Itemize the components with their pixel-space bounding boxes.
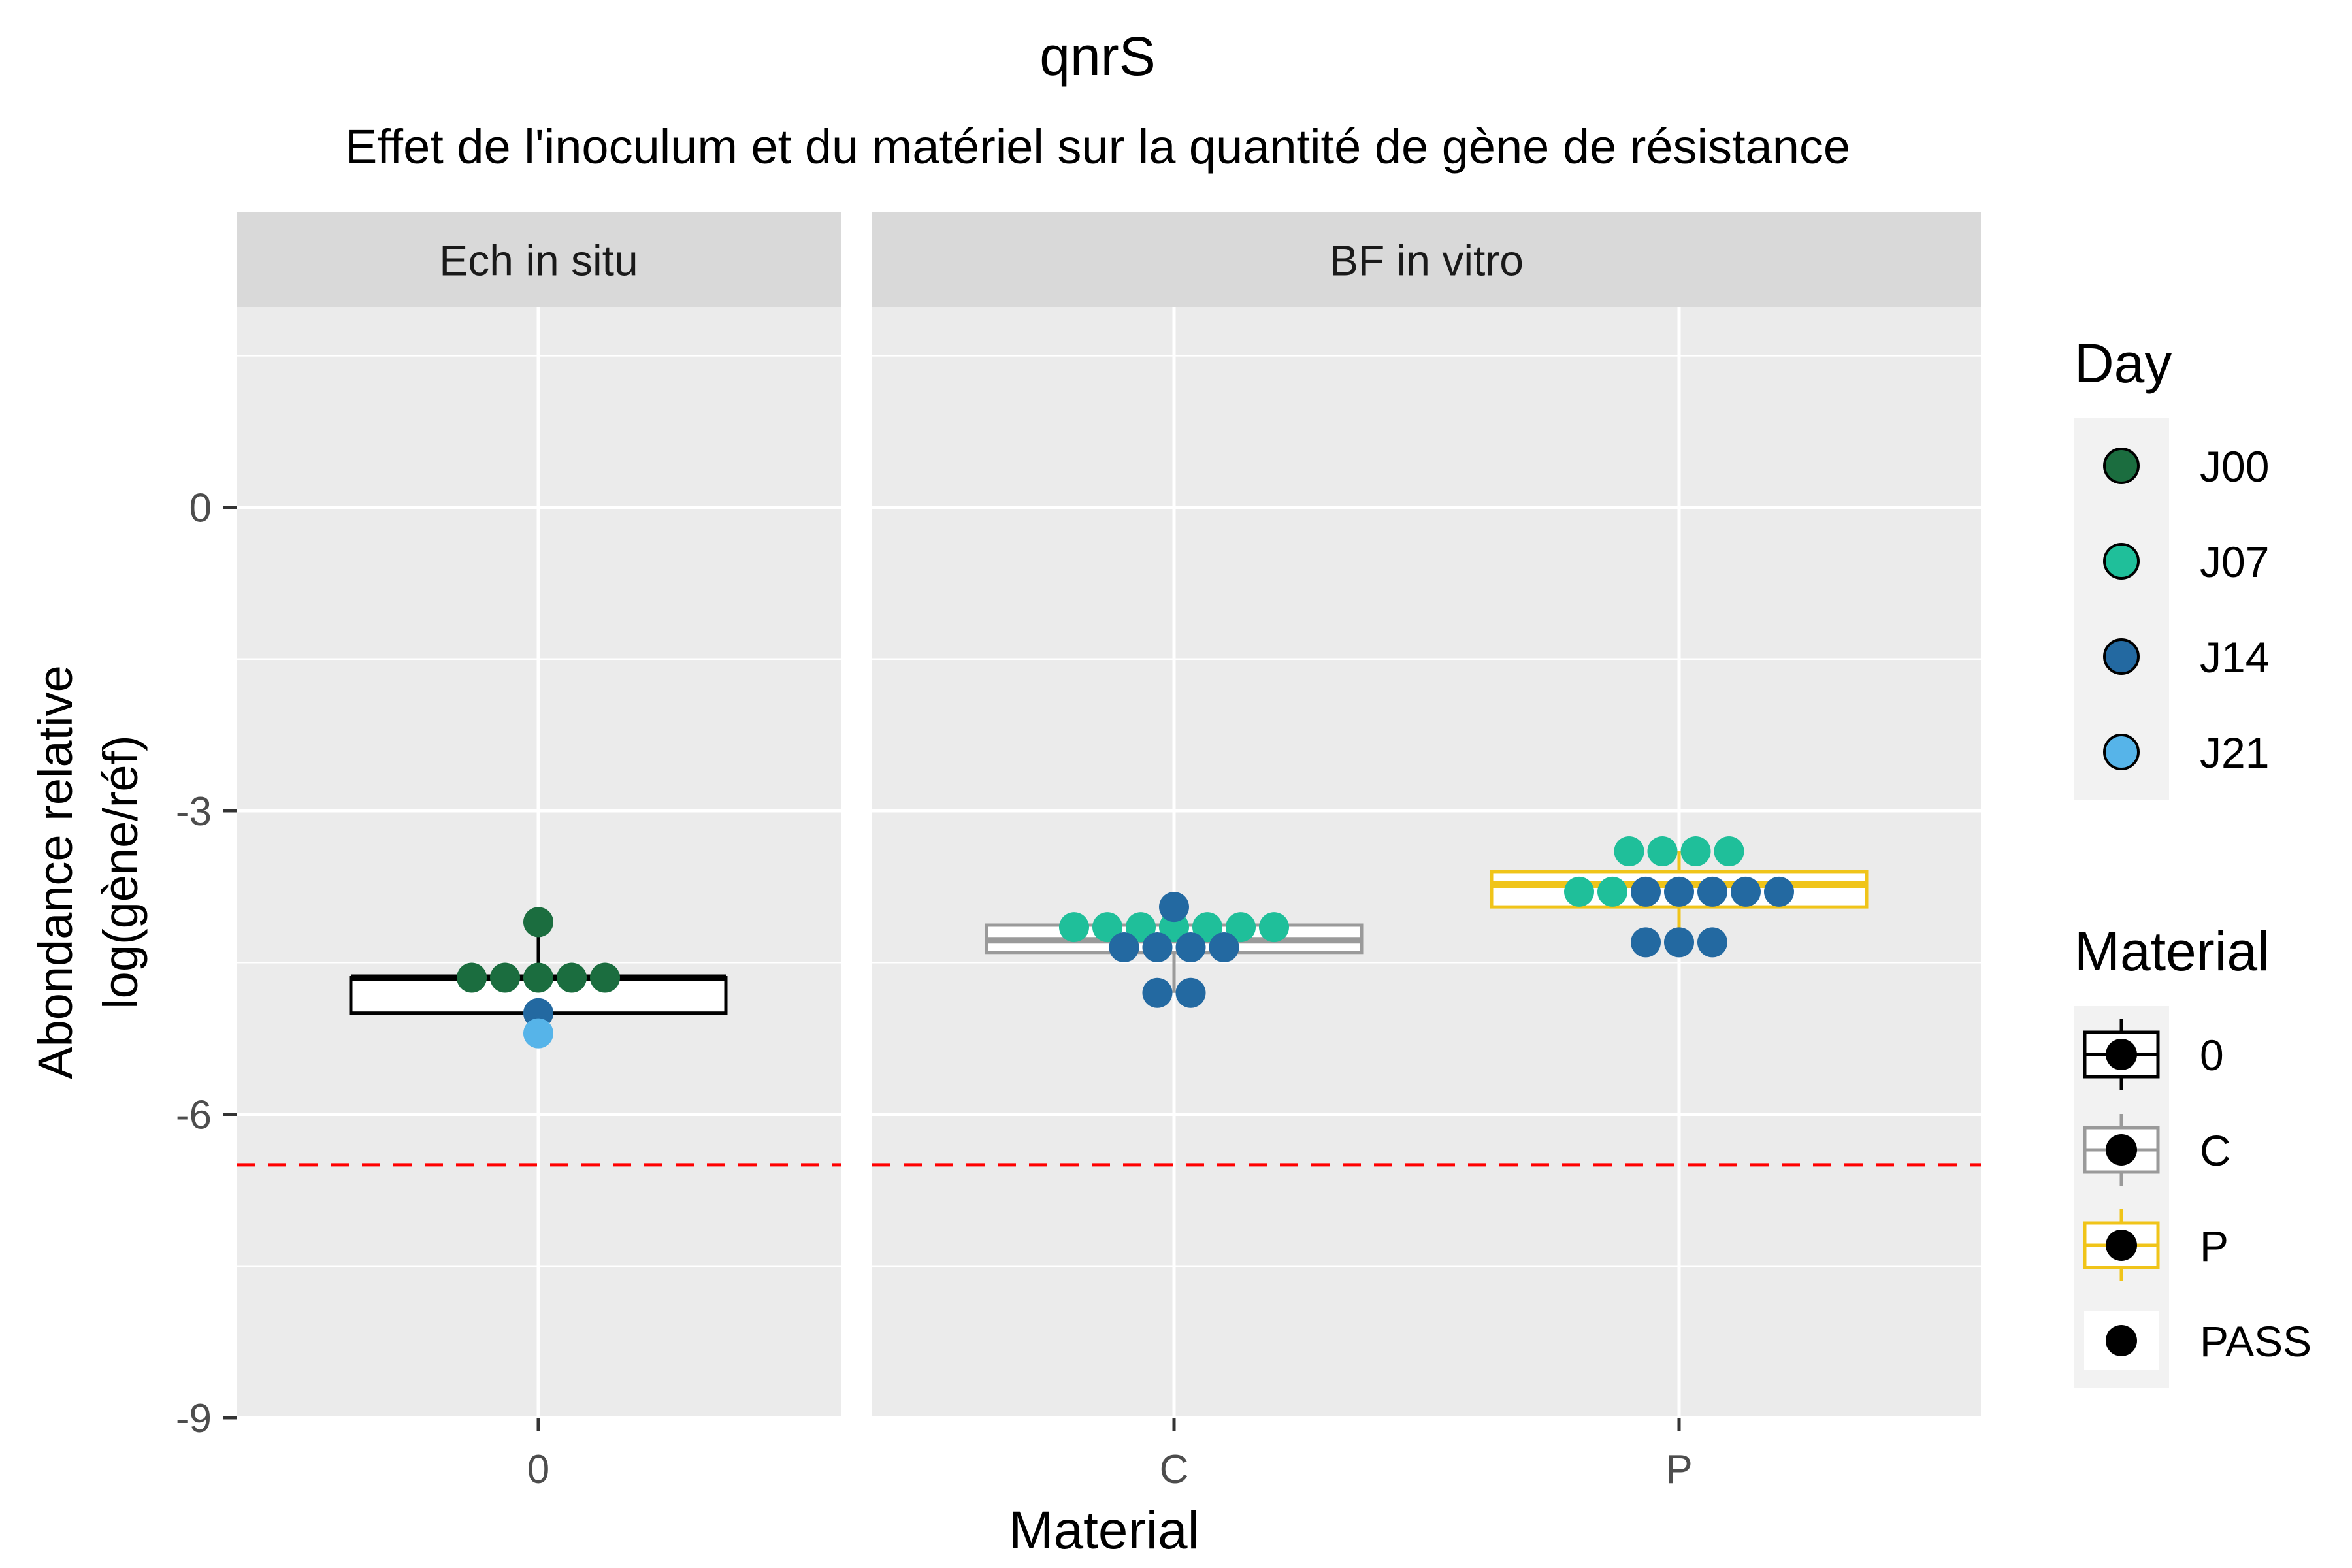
data-point-J00 (457, 962, 487, 993)
legend-key-J14 (2103, 638, 2140, 675)
data-point-J14 (1697, 927, 1727, 958)
x-axis-label: Material (1009, 1501, 1200, 1560)
y-tick-label: -3 (176, 789, 212, 834)
data-point-J00 (590, 962, 620, 993)
data-point-J07 (1614, 836, 1644, 866)
data-point-J00 (523, 962, 553, 993)
data-point-J14 (1631, 876, 1661, 907)
data-point-J07 (1126, 912, 1156, 943)
x-tick-label: C (1160, 1447, 1189, 1492)
data-point-J14 (1142, 932, 1173, 963)
data-point-J14 (1175, 932, 1206, 963)
data-point-J07 (1597, 876, 1627, 907)
data-point-J00 (523, 907, 553, 938)
y-axis: 0 -3 -6 -9 (176, 486, 237, 1441)
legend-label-J00: J00 (2200, 442, 2269, 491)
chart-subtitle: Effet de l'inoculum et du matériel sur l… (345, 120, 1850, 174)
y-axis-label-line-2: log(gène/réf) (93, 735, 148, 1009)
panel-right: BF in vitro (872, 212, 1981, 1420)
data-point-J14 (1697, 876, 1727, 907)
strip-label: Ech in situ (439, 237, 638, 285)
legend-label-0: 0 (2200, 1031, 2224, 1079)
legend-label-P: P (2200, 1222, 2229, 1270)
data-point-J07 (1680, 836, 1711, 866)
data-point-J14 (1631, 927, 1661, 958)
legend-key-J21 (2103, 734, 2140, 770)
data-point-J07 (1714, 836, 1744, 866)
legend-label-PASS: PASS (2200, 1317, 2311, 1365)
legend-point-PASS (2106, 1325, 2137, 1356)
x-axis: 0 C P (527, 1418, 1693, 1492)
legend-key-J07 (2103, 543, 2140, 580)
legend-label-J21: J21 (2200, 728, 2269, 777)
legend-material: Material 0 CP PASS (2074, 921, 2311, 1388)
legend-day-title: Day (2074, 333, 2172, 394)
y-tick-label: 0 (189, 486, 212, 531)
data-point-J14 (1731, 876, 1761, 907)
legend-point-P (2106, 1230, 2137, 1261)
data-point-J07 (1192, 912, 1222, 943)
data-point-J14 (1175, 977, 1206, 1008)
legend-material-title: Material (2074, 921, 2270, 982)
data-point-J00 (557, 962, 587, 993)
data-point-J07 (1059, 912, 1089, 943)
boxplot-C (985, 892, 1364, 1008)
data-point-J07 (1647, 836, 1678, 866)
data-point-J14 (1664, 876, 1694, 907)
legend-label-J07: J07 (2200, 538, 2269, 586)
boxplot-P (1490, 836, 1869, 958)
legend-label-J14: J14 (2200, 633, 2269, 681)
data-point-J07 (1564, 876, 1594, 907)
data-point-J14 (1159, 892, 1189, 923)
y-tick-label: -9 (176, 1396, 212, 1441)
data-point-J14 (1664, 927, 1694, 958)
legend-day: Day J00 J07 J14 J21 (2074, 333, 2269, 800)
data-point-J21 (523, 1018, 553, 1049)
data-point-J07 (1259, 912, 1289, 943)
panel-left: Ech in situ (237, 212, 841, 1420)
data-point-J00 (490, 962, 520, 993)
data-point-J14 (1764, 876, 1794, 907)
y-tick-label: -6 (176, 1093, 212, 1138)
panel-background (872, 307, 1981, 1418)
strip-background (872, 212, 1981, 307)
data-point-J14 (1109, 932, 1139, 963)
chart-title: qnrS (1039, 25, 1155, 87)
data-point-J07 (1226, 912, 1256, 943)
data-point-J07 (1092, 912, 1122, 943)
legend-key-J00 (2103, 448, 2140, 484)
strip-background (237, 212, 841, 307)
legend-point-C (2106, 1134, 2137, 1166)
data-point-J14 (1209, 932, 1239, 963)
strip-label: BF in vitro (1330, 237, 1524, 285)
x-tick-label: 0 (527, 1447, 549, 1492)
x-tick-label: P (1665, 1447, 1692, 1492)
legend-label-C: C (2200, 1126, 2231, 1175)
legend-point-0 (2106, 1039, 2137, 1070)
y-axis-label-line-1: Abondance relative (28, 665, 82, 1079)
boxplot-0 (349, 907, 728, 1049)
data-point-J14 (1142, 977, 1173, 1008)
